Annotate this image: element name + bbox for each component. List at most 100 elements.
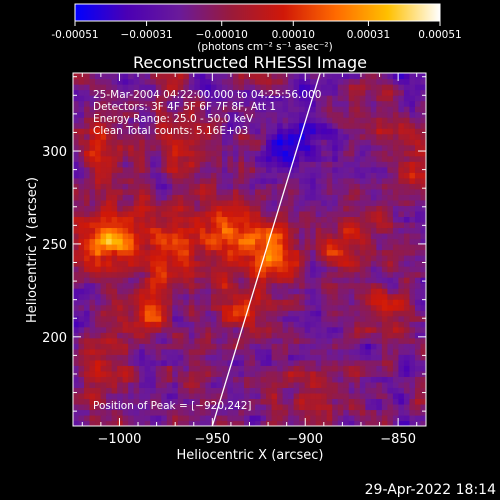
heatmap-cell [166,337,173,344]
heatmap-cell [216,177,223,184]
heatmap-cell [387,205,394,212]
heatmap-cell [420,282,426,289]
heatmap-cell [387,266,394,273]
heatmap-cell [89,387,96,394]
heatmap-cell [381,128,388,135]
heatmap-cell [139,376,146,383]
heatmap-cell [188,227,195,234]
heatmap-cell [238,100,245,107]
heatmap-cell [420,73,426,80]
heatmap-cell [188,376,195,383]
heatmap-cell [172,288,179,295]
heatmap-cell [321,249,328,256]
heatmap-cell [321,414,328,422]
heatmap-cell [150,89,157,96]
heatmap-cell [326,161,333,168]
heatmap-cell [84,332,91,339]
heatmap-cell [282,348,289,355]
heatmap-cell [155,205,162,212]
heatmap-cell [365,111,372,118]
heatmap-cell [370,117,377,124]
heatmap-cell [243,133,251,140]
heatmap-cell [100,243,107,251]
heatmap-cell [343,392,350,400]
heatmap-cell [111,343,118,350]
heatmap-cell [172,128,179,135]
heatmap-cell [409,161,416,168]
heatmap-cell [199,260,206,267]
heatmap-cell [326,354,333,361]
heatmap-cell [122,194,129,201]
heatmap-cell [315,249,322,256]
heatmap-cell [277,293,284,300]
heatmap-cell [150,409,157,416]
heatmap-cell [343,216,350,223]
heatmap-cell [321,326,328,333]
heatmap-cell [161,205,168,212]
heatmap-cell [266,199,273,206]
heatmap-cell [282,84,289,91]
heatmap-cell [95,337,102,344]
heatmap-cell [106,359,113,366]
heatmap-cell [337,100,344,107]
heatmap-cell [194,78,201,85]
heatmap-cell [122,73,129,80]
heatmap-cell [304,299,311,306]
heatmap-cell [216,271,223,278]
heatmap-cell [359,161,366,168]
heatmap-cell [166,249,173,256]
heatmap-cell [293,188,300,195]
heatmap-cell [199,343,206,350]
heatmap-cell [304,321,311,328]
heatmap-cell [370,199,377,206]
heatmap-cell [354,271,361,278]
heatmap-cell [210,188,218,195]
heatmap-cell [210,117,218,124]
heatmap-cell [299,133,306,140]
heatmap-cell [227,117,234,124]
heatmap-cell [238,183,245,190]
heatmap-cell [205,293,212,300]
heatmap-cell [84,183,91,190]
heatmap-cell [387,381,394,388]
heatmap-cell [161,348,168,355]
heatmap-cell [128,232,135,240]
heatmap-cell [332,194,339,201]
heatmap-cell [348,243,355,251]
heatmap-cell [299,370,306,377]
heatmap-cell [370,221,377,229]
heatmap-cell [249,414,256,422]
heatmap-cell [183,122,190,129]
heatmap-cell [288,260,295,267]
heatmap-cell [166,188,173,195]
heatmap-cell [387,370,394,377]
heatmap-cell [210,337,218,344]
heatmap-cell [304,282,311,289]
heatmap-cell [282,100,289,107]
heatmap-cell [271,359,278,366]
heatmap-cell [348,420,355,426]
heatmap-cell [277,266,284,273]
heatmap-cell [117,188,124,195]
heatmap-cell [299,227,306,234]
heatmap-cell [89,299,96,306]
heatmap-cell [183,78,190,85]
heatmap-cell [266,288,273,295]
heatmap-cell [266,139,273,146]
heatmap-cell [326,420,333,426]
heatmap-cell [243,376,251,383]
heatmap-cell [414,255,422,262]
heatmap-cell [293,122,300,129]
heatmap-cell [354,155,361,162]
heatmap-cell [166,89,173,96]
heatmap-cell [183,359,190,366]
heatmap-cell [100,122,107,129]
heatmap-cell [343,315,350,322]
heatmap-cell [95,348,102,355]
heatmap-cell [277,348,284,355]
heatmap-cell [398,293,405,300]
heatmap-cell [381,133,388,140]
heatmap-cell [73,326,80,333]
heatmap-cell [133,260,140,267]
heatmap-cell [183,106,190,113]
